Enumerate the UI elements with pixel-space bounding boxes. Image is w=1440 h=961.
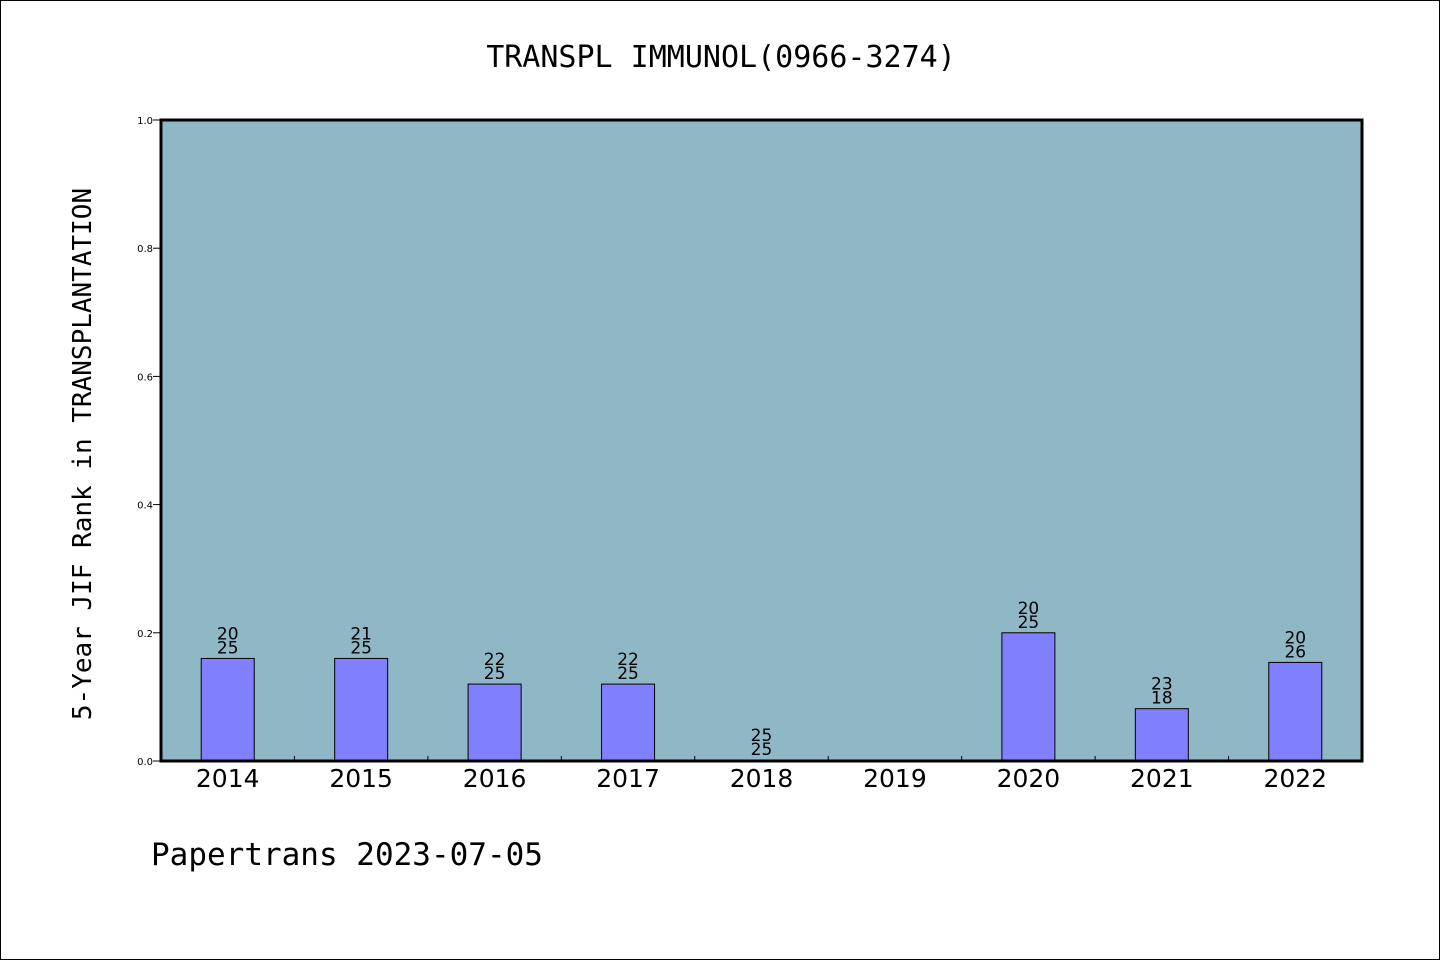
y-tick-label: 1.0 [137, 116, 153, 127]
y-tick-label: 0.2 [137, 629, 153, 640]
bar-2015 [334, 657, 389, 762]
total-label-2021: 18 [1151, 689, 1173, 709]
rank-label-2016: 22 [484, 650, 506, 670]
x-tick-label-2022: 2022 [1263, 764, 1327, 793]
rank-label-2020: 20 [1018, 599, 1040, 619]
total-label-2018: 25 [751, 740, 773, 760]
rank-label-2022: 20 [1284, 628, 1306, 648]
x-tick-label-2018: 2018 [730, 764, 794, 793]
total-label-2015: 25 [350, 638, 372, 658]
total-label-2017: 25 [617, 664, 639, 684]
plot-area [161, 120, 1362, 761]
x-tick-label-2017: 2017 [596, 764, 660, 793]
total-label-2014: 25 [217, 638, 239, 658]
x-tick-label-2015: 2015 [329, 764, 393, 793]
rank-label-2014: 20 [217, 624, 239, 644]
bar-2017 [601, 683, 656, 762]
total-label-2016: 25 [484, 664, 506, 684]
bar-2021 [1134, 708, 1189, 762]
y-tick-label: 0.8 [137, 244, 153, 255]
plot-border [159, 118, 1364, 763]
bar-2014 [200, 657, 255, 762]
x-tick-label-2019: 2019 [863, 764, 927, 793]
rank-label-2021: 23 [1151, 675, 1173, 695]
rank-label-2018: 25 [751, 726, 773, 746]
bar-2020 [1001, 632, 1056, 762]
chart-title: TRANSPL IMMUNOL(0966-3274) [486, 40, 956, 75]
rank-label-2015: 21 [350, 624, 372, 644]
x-tick-label-2014: 2014 [196, 764, 260, 793]
y-tick-label: 0.0 [137, 757, 153, 768]
y-tick-label: 0.4 [137, 501, 153, 512]
watermark-text: Papertrans 2023-07-05 [151, 837, 543, 873]
y-axis-label: 5-Year JIF Rank in TRANSPLANTATION [68, 188, 98, 720]
x-axis: 2014 2015 2016 2017 2018 2019 2020 2021 2022 [196, 756, 1327, 793]
x-tick-label-2021: 2021 [1130, 764, 1194, 793]
total-label-2020: 25 [1018, 613, 1040, 633]
bar-2016 [467, 683, 522, 762]
x-tick-label-2016: 2016 [463, 764, 527, 793]
rank-label-2017: 22 [617, 650, 639, 670]
y-tick-label: 0.6 [137, 372, 153, 383]
bars-layer [200, 632, 1323, 762]
total-label-2022: 26 [1284, 642, 1306, 662]
x-tick-label-2020: 2020 [997, 764, 1061, 793]
y-axis: 0.0 0.2 0.4 0.6 0.8 1.0 [137, 116, 161, 768]
bar-2022 [1268, 661, 1323, 762]
